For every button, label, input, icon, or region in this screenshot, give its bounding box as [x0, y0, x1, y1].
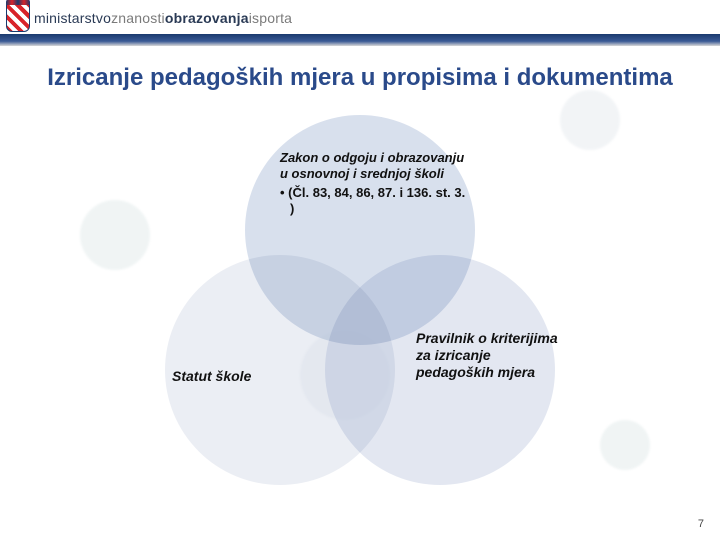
decorative-blob	[600, 420, 650, 470]
venn-label-right: Pravilnik o kriterijima za izricanje ped…	[416, 330, 566, 380]
venn-top-bullet-text: (Čl. 83, 84, 86, 87. i 136. st. 3. )	[288, 185, 465, 216]
header: ministarstvoznanostiobrazovanjaisporta	[0, 0, 720, 46]
ministry-word-2: znanosti	[111, 10, 165, 26]
ministry-word-3: obrazovanja	[165, 10, 249, 26]
page-number: 7	[698, 518, 704, 530]
ministry-name: ministarstvoznanostiobrazovanjaisporta	[34, 10, 292, 26]
venn-top-bullet: • (Čl. 83, 84, 86, 87. i 136. st. 3. )	[280, 185, 470, 218]
venn-top-title: Zakon o odgoju i obrazovanju u osnovnoj …	[280, 150, 470, 183]
venn-diagram: Zakon o odgoju i obrazovanju u osnovnoj …	[120, 120, 600, 520]
page-title: Izricanje pedagoških mjera u propisima i…	[30, 64, 690, 92]
venn-label-left: Statut škole	[172, 368, 312, 386]
venn-label-top: Zakon o odgoju i obrazovanju u osnovnoj …	[280, 150, 470, 217]
ministry-logo: ministarstvoznanostiobrazovanjaisporta	[6, 4, 292, 32]
coat-of-arms-icon	[6, 4, 30, 32]
ministry-word-4: isporta	[249, 10, 292, 26]
header-divider	[0, 34, 720, 46]
ministry-word-1: ministarstvo	[34, 10, 111, 26]
